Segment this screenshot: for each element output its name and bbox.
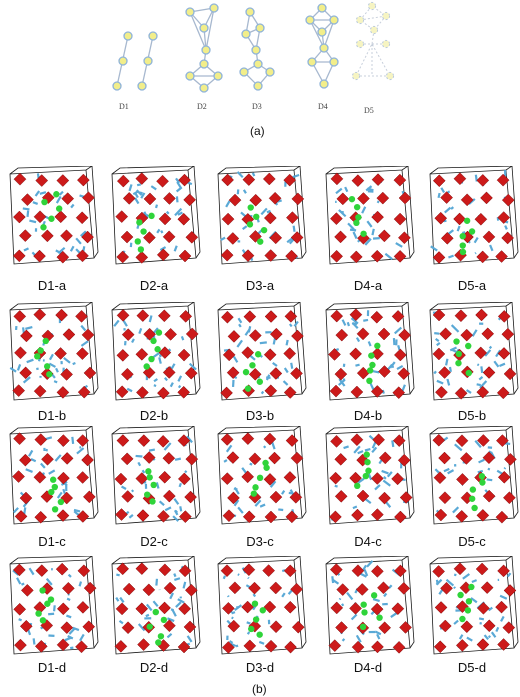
structure-label: D5-a bbox=[457, 278, 487, 293]
cluster-label-d3: D3 bbox=[252, 102, 262, 111]
caption-a: (a) bbox=[250, 124, 265, 138]
cluster-label-d2: D2 bbox=[197, 102, 207, 111]
structure-label: D2-d bbox=[139, 660, 169, 675]
cluster-label-d4: D4 bbox=[318, 102, 328, 111]
crystal-structure bbox=[111, 166, 201, 265]
crystal-structure bbox=[325, 166, 415, 265]
crystal-structure bbox=[217, 556, 307, 655]
crystal-structure bbox=[217, 166, 307, 265]
crystal-structure bbox=[111, 302, 201, 401]
structure-label: D3-d bbox=[245, 660, 275, 675]
structure-label: D3-a bbox=[245, 278, 275, 293]
cluster-label-d5: D5 bbox=[364, 106, 374, 115]
structure-label: D4-a bbox=[353, 278, 383, 293]
structure-label: D1-a bbox=[37, 278, 67, 293]
structure-label: D5-d bbox=[457, 660, 487, 675]
structure-label: D1-d bbox=[37, 660, 67, 675]
structure-label: D2-c bbox=[140, 534, 168, 549]
crystal-structure bbox=[9, 302, 99, 401]
cluster-d5 bbox=[351, 1, 395, 81]
crystal-structure bbox=[9, 556, 99, 655]
crystal-structure bbox=[217, 426, 307, 525]
structure-label: D5-b bbox=[457, 408, 487, 423]
crystal-structure bbox=[9, 166, 99, 265]
structure-label: D2-b bbox=[139, 408, 169, 423]
crystal-structure bbox=[111, 426, 201, 525]
defect-cluster-diagrams bbox=[112, 1, 395, 93]
crystal-structure bbox=[325, 302, 415, 401]
cluster-d2 bbox=[185, 3, 223, 93]
cluster-label-d1: D1 bbox=[119, 102, 129, 111]
crystal-structure bbox=[325, 426, 415, 525]
cluster-d1 bbox=[112, 31, 158, 91]
structure-label: D2-a bbox=[139, 278, 169, 293]
cluster-d3 bbox=[239, 7, 275, 91]
cluster-d4 bbox=[305, 3, 339, 89]
crystal-structure bbox=[429, 556, 519, 655]
structure-label: D3-c bbox=[246, 534, 274, 549]
crystal-structure bbox=[429, 302, 519, 401]
crystal-structure bbox=[325, 556, 415, 655]
structure-label: D5-c bbox=[458, 534, 486, 549]
crystal-structure bbox=[429, 166, 519, 265]
structure-label: D4-d bbox=[353, 660, 383, 675]
crystal-structure bbox=[429, 426, 519, 525]
structure-label: D4-c bbox=[354, 534, 382, 549]
structure-label: D4-b bbox=[353, 408, 383, 423]
crystal-structure bbox=[9, 426, 99, 525]
caption-b: (b) bbox=[252, 682, 267, 696]
structure-label: D1-c bbox=[38, 534, 66, 549]
crystal-structure bbox=[217, 302, 307, 401]
crystal-structure bbox=[111, 556, 201, 655]
structure-label: D3-b bbox=[245, 408, 275, 423]
structure-label: D1-b bbox=[37, 408, 67, 423]
